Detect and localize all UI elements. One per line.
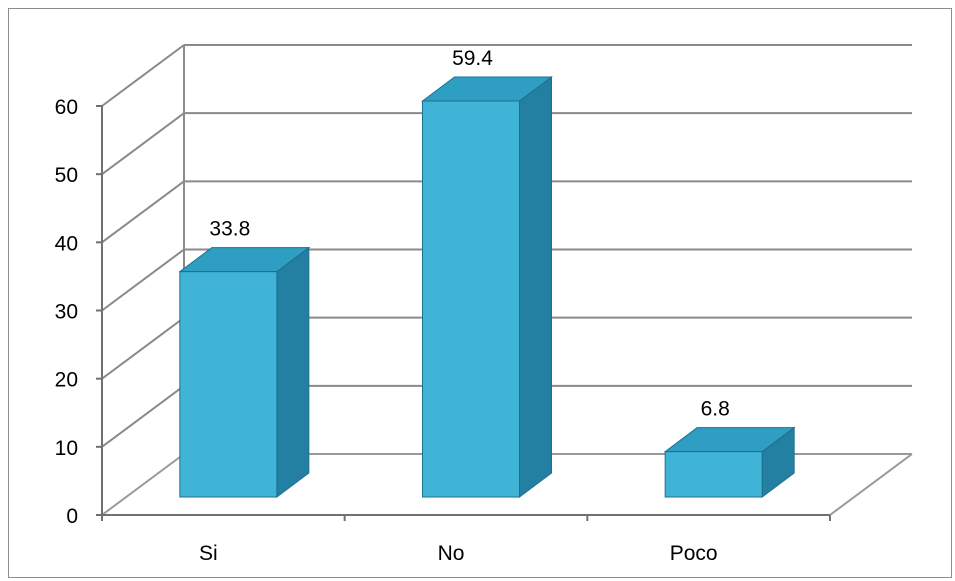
y-tick-label-0: 0 bbox=[66, 505, 78, 528]
gridline-side-40 bbox=[101, 180, 185, 244]
bar-no bbox=[421, 76, 553, 498]
gridline-side-20 bbox=[101, 316, 185, 380]
x-category-label-poco: Poco bbox=[670, 542, 718, 565]
bar-poco bbox=[663, 426, 796, 498]
bar-side-no bbox=[519, 76, 552, 498]
bars-layer bbox=[178, 76, 796, 498]
x-category-label-si: Si bbox=[199, 542, 218, 565]
floor-side-edge bbox=[101, 453, 185, 516]
floor-right-edge bbox=[829, 453, 913, 516]
bar-front-no bbox=[422, 100, 520, 498]
y-tick-label-40: 40 bbox=[55, 232, 78, 255]
data-label-si: 33.8 bbox=[209, 218, 250, 241]
data-label-poco: 6.8 bbox=[701, 398, 730, 421]
y-tick-label-60: 60 bbox=[55, 96, 78, 119]
gridline-side-30 bbox=[101, 248, 185, 312]
bar-front-poco bbox=[664, 451, 763, 498]
gridline-side-10 bbox=[101, 385, 185, 448]
y-tick-label-20: 20 bbox=[55, 369, 78, 392]
gridline-side-50 bbox=[101, 112, 185, 175]
axis-layer bbox=[96, 105, 831, 521]
y-tick-label-10: 10 bbox=[55, 437, 78, 460]
y-tick-label-30: 30 bbox=[55, 301, 78, 324]
bar-si bbox=[178, 246, 311, 498]
gridline-side-60 bbox=[101, 44, 185, 107]
x-category-label-no: No bbox=[438, 542, 465, 565]
data-label-no: 59.4 bbox=[452, 47, 493, 70]
bar-front-si bbox=[179, 271, 278, 498]
y-tick-label-50: 50 bbox=[55, 164, 78, 187]
labels-layer: 0 10 20 30 40 50 60 33.8 Si 59.4 No 6.8 Poco bbox=[55, 47, 730, 565]
bar-side-si bbox=[276, 246, 310, 498]
